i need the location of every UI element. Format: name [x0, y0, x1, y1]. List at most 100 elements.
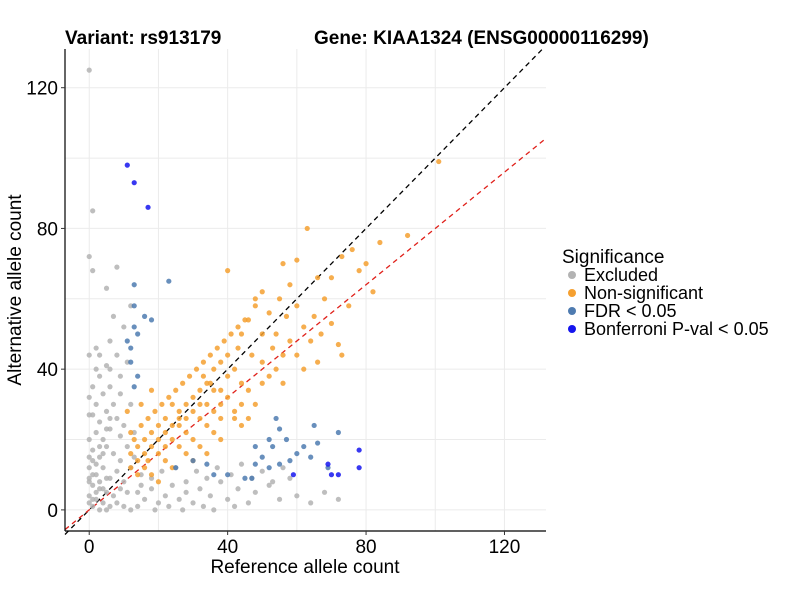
point-non-significant: [169, 436, 175, 443]
point-excluded: [124, 489, 130, 495]
point-excluded: [100, 486, 106, 492]
legend-label: Non-significant: [584, 283, 703, 303]
point-non-significant: [176, 415, 182, 422]
point-excluded: [121, 324, 127, 330]
point-excluded: [121, 422, 127, 429]
point-excluded: [176, 496, 182, 502]
point-non-significant: [128, 429, 134, 436]
point-non-significant: [135, 472, 141, 478]
point-non-significant: [259, 359, 265, 365]
point-excluded: [93, 401, 99, 407]
y-axis-title: Alternative allele count: [5, 194, 26, 386]
point-excluded: [294, 493, 300, 499]
point-non-significant: [294, 257, 300, 263]
point-non-significant: [231, 408, 238, 414]
point-excluded: [86, 479, 92, 485]
point-non-significant: [276, 296, 283, 302]
point-excluded: [97, 479, 103, 485]
point-non-significant: [193, 366, 200, 372]
point-fdr-0-05: [301, 443, 307, 450]
point-fdr-0-05: [135, 331, 141, 337]
point-excluded: [90, 472, 96, 478]
point-non-significant: [228, 331, 234, 337]
legend-label: Bonferroni P-val < 0.05: [584, 319, 769, 339]
point-non-significant: [273, 366, 279, 372]
point-excluded: [103, 475, 110, 481]
point-fdr-0-05: [131, 384, 137, 390]
point-non-significant: [318, 331, 324, 337]
point-excluded: [276, 496, 283, 502]
point-fdr-0-05: [135, 373, 141, 379]
point-non-significant: [204, 380, 210, 386]
point-non-significant: [211, 429, 217, 436]
point-non-significant: [221, 338, 227, 344]
point-excluded: [103, 408, 110, 414]
point-non-significant: [218, 415, 224, 422]
point-excluded: [214, 465, 220, 471]
axes: 0 40 80 120 0 40 80 120: [26, 49, 546, 558]
y-tick-label: 0: [47, 501, 58, 522]
point-non-significant: [252, 401, 258, 407]
point-non-significant: [280, 261, 286, 267]
point-non-significant: [180, 380, 186, 386]
point-excluded: [86, 465, 92, 471]
point-excluded: [280, 465, 286, 471]
legend-key: [568, 325, 576, 333]
point-non-significant: [148, 429, 155, 436]
point-bonferroni-p-val-0-05: [124, 162, 130, 168]
point-non-significant: [135, 458, 141, 464]
point-excluded: [93, 489, 99, 495]
point-excluded: [238, 461, 245, 467]
point-non-significant: [436, 158, 442, 165]
point-fdr-0-05: [166, 278, 172, 284]
point-fdr-0-05: [273, 415, 279, 422]
point-excluded: [100, 500, 106, 506]
point-excluded: [259, 468, 265, 474]
point-excluded: [225, 496, 231, 502]
point-excluded: [135, 503, 141, 509]
x-tick-label: 0: [84, 537, 95, 558]
point-excluded: [183, 479, 189, 485]
point-non-significant: [141, 436, 148, 443]
legend: Significance ExcludedNon-significantFDR …: [562, 247, 769, 339]
reference-line-2: [64, 137, 547, 531]
point-excluded: [93, 461, 99, 467]
point-non-significant: [169, 422, 175, 429]
point-bonferroni-p-val-0-05: [131, 180, 137, 186]
point-non-significant: [169, 401, 175, 407]
point-non-significant: [183, 415, 189, 422]
point-excluded: [97, 373, 103, 379]
point-non-significant: [148, 443, 155, 450]
point-non-significant: [131, 436, 137, 443]
point-fdr-0-05: [249, 475, 255, 481]
point-fdr-0-05: [294, 450, 300, 457]
point-non-significant: [162, 415, 168, 422]
point-excluded: [103, 443, 110, 450]
point-non-significant: [214, 345, 220, 351]
point-non-significant: [308, 338, 314, 344]
point-fdr-0-05: [287, 458, 293, 464]
point-excluded: [321, 489, 328, 495]
point-non-significant: [252, 296, 258, 302]
point-fdr-0-05: [266, 465, 272, 471]
point-excluded: [200, 503, 207, 509]
point-non-significant: [287, 282, 293, 288]
point-non-significant: [190, 394, 196, 400]
point-excluded: [159, 468, 165, 474]
legend-title: Significance: [562, 247, 664, 268]
point-excluded: [148, 486, 155, 492]
point-non-significant: [311, 313, 317, 319]
point-excluded: [97, 507, 103, 513]
y-tick-label: 80: [37, 219, 58, 240]
point-non-significant: [266, 310, 272, 316]
point-excluded: [117, 433, 123, 439]
reference-line-1: [64, 48, 544, 535]
point-non-significant: [225, 268, 231, 274]
point-excluded: [183, 489, 189, 495]
point-bonferroni-p-val-0-05: [356, 465, 362, 471]
point-non-significant: [377, 239, 383, 246]
point-excluded: [121, 503, 127, 509]
point-fdr-0-05: [270, 443, 276, 450]
point-non-significant: [346, 303, 352, 309]
point-non-significant: [238, 401, 245, 407]
